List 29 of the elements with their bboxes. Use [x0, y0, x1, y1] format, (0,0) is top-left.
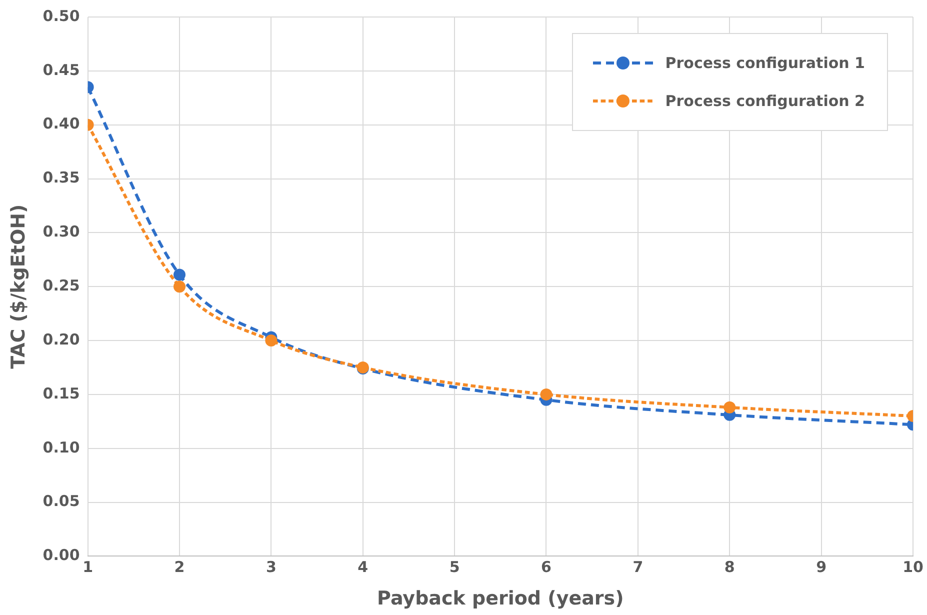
y-tick-label: 0.25	[42, 276, 80, 294]
x-tick-label: 2	[174, 558, 185, 576]
x-tick-label: 10	[902, 558, 924, 576]
point	[173, 268, 186, 281]
y-tick-label: 0.20	[42, 330, 80, 348]
x-tick-label: 1	[82, 558, 94, 576]
x-tick-label: 9	[816, 558, 827, 576]
x-tick-label: 4	[358, 558, 368, 576]
legend-label: Process configuration 1	[665, 54, 865, 72]
y-tick-label: 0.40	[42, 114, 80, 133]
y-axis-title: TAC ($/kgEtOH)	[7, 204, 30, 369]
y-tick-label: 0.05	[42, 492, 80, 510]
x-tick-label: 8	[724, 558, 735, 576]
point	[265, 334, 278, 347]
y-tick-label: 0.00	[42, 546, 80, 564]
y-tick-label: 0.30	[42, 222, 80, 241]
y-tick-label: 0.45	[42, 60, 80, 79]
y-tick-label: 0.35	[42, 168, 80, 187]
y-tick-label: 0.15	[42, 384, 80, 402]
x-tick-label: 5	[449, 558, 460, 576]
point	[540, 388, 552, 400]
legend-label: Process configuration 2	[665, 92, 865, 110]
x-tick-label: 3	[266, 558, 276, 576]
y-tick-label: 0.10	[42, 438, 80, 456]
x-tick-label: 6	[541, 558, 552, 576]
x-axis-title: Payback period (years)	[377, 588, 624, 610]
x-tick-label: 7	[632, 558, 644, 576]
point	[173, 280, 186, 293]
y-tick-label: 0.50	[42, 6, 80, 25]
